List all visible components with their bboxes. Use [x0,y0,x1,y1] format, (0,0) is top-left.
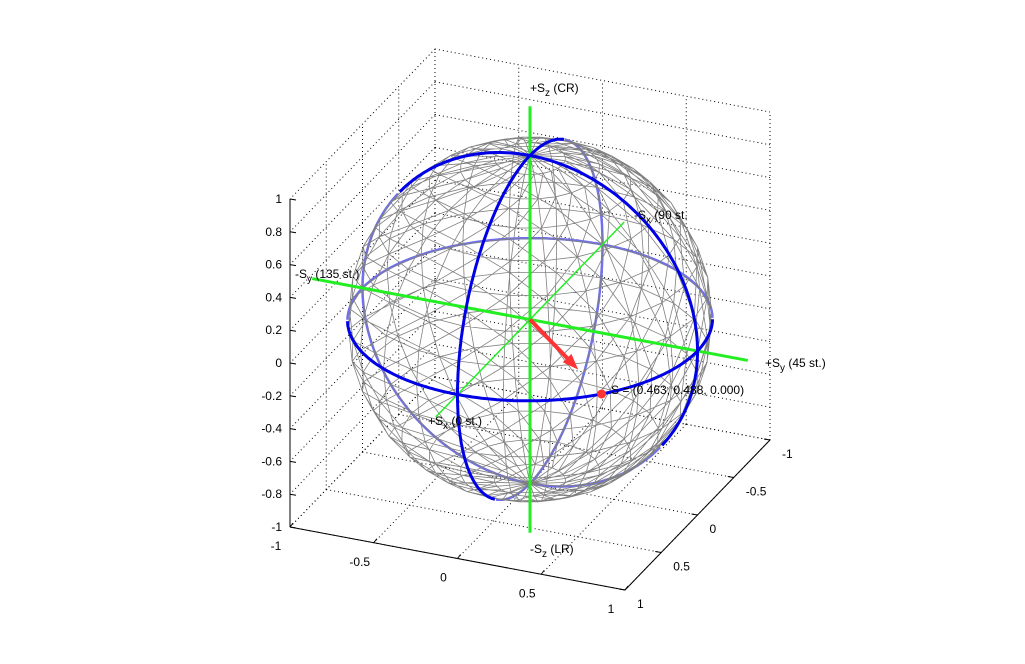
y-tick [457,554,461,559]
z-tick-label: -0.4 [261,422,282,436]
z-tick-label: 0 [275,356,282,370]
label-pz: +Sz (CR) [530,81,579,99]
label-nz: -Sz (LR) [530,542,574,560]
grid-line [434,81,771,146]
z-tick [289,296,297,299]
grid-line [434,343,771,408]
y-tick [624,585,629,591]
grid-line [289,81,436,233]
z-tick [289,428,297,431]
z-tick [289,329,297,332]
grid-line [326,489,662,553]
labels: +Sz (CR) -Sz (LR) +Sy (45 st.) -Sy (135 … [295,81,826,560]
y-tick-label: 0.5 [519,586,536,600]
grid-line [289,114,436,265]
label-px: +Sx (0 st.) [428,414,482,432]
grid-line [434,376,771,441]
y-tick-label: 0 [440,571,447,585]
y-tick [540,569,545,575]
x-tick [691,513,698,516]
grid-line [398,414,734,478]
y-tick [373,538,378,544]
grid-line [434,310,771,375]
grid-line [540,423,687,575]
label-ny: -Sy (135 st.) [295,267,359,285]
grid-line [434,48,771,113]
z-tick-label: 1 [275,192,282,206]
z-tick [289,231,297,234]
label-nx: -Sx (90 st. [634,208,688,226]
grid-line [289,343,436,495]
x-tick [727,476,734,478]
x-tick [618,588,626,591]
z-tick [289,395,297,398]
stroke-vector-shaft [528,318,572,363]
y-tick-label: -1 [271,539,282,553]
great-circle-back [495,138,604,502]
z-tick-label: -0.8 [261,487,282,501]
grid-line [434,278,771,343]
z-tick-label: -0.6 [261,454,282,468]
grid-line [289,376,436,528]
great-circle-front [398,151,699,447]
x-tick-label: 0 [710,522,717,536]
z-tick-label: -0.2 [261,389,282,403]
y-tick-label: -0.5 [349,555,370,569]
z-tick [289,198,297,201]
x-tick-label: 1 [637,597,644,611]
grid-line [289,245,436,397]
z-tick [289,460,297,463]
z-tick-label: 0.4 [265,290,282,304]
x-tick [763,438,771,441]
grid-line [434,179,771,244]
arrowhead-icon [562,353,579,370]
z-tick [289,362,297,365]
great-circle-front [456,137,565,501]
x-tick-label: 0.5 [673,560,690,574]
grid-line [434,146,771,211]
stokes-point-marker [597,389,607,399]
z-tick-label: 0.8 [265,225,282,239]
y-tick-label: 1 [608,602,615,616]
grid-line [373,392,520,544]
grid-line [434,245,771,310]
stokes-vector [528,318,607,399]
grid-line [434,114,771,179]
great-circle-front [346,319,714,403]
x-tick [655,551,662,553]
z-tick-label: -1 [271,520,282,534]
z-tick [289,493,297,496]
x-tick-label: -1 [782,447,793,461]
stokes-vector-label: S = (0.463, 0.488, 0.000) [611,383,744,397]
grid-line [289,48,436,200]
label-py: +Sy (45 st.) [765,356,826,374]
z-tick-label: 0.2 [265,323,282,337]
tick-labels: -1 -0.8 -0.6 -0.4 -0.2 0 0.2 0.4 0.6 0.8 1 -1 -1 -0.5… [261,192,793,616]
z-tick [289,526,297,529]
z-tick-label: 0.6 [265,258,282,272]
z-tick [289,264,297,267]
grid-line [289,147,436,298]
y-tick [289,522,294,528]
great-circles-front [346,137,714,501]
x-tick-label: -0.5 [746,485,767,499]
